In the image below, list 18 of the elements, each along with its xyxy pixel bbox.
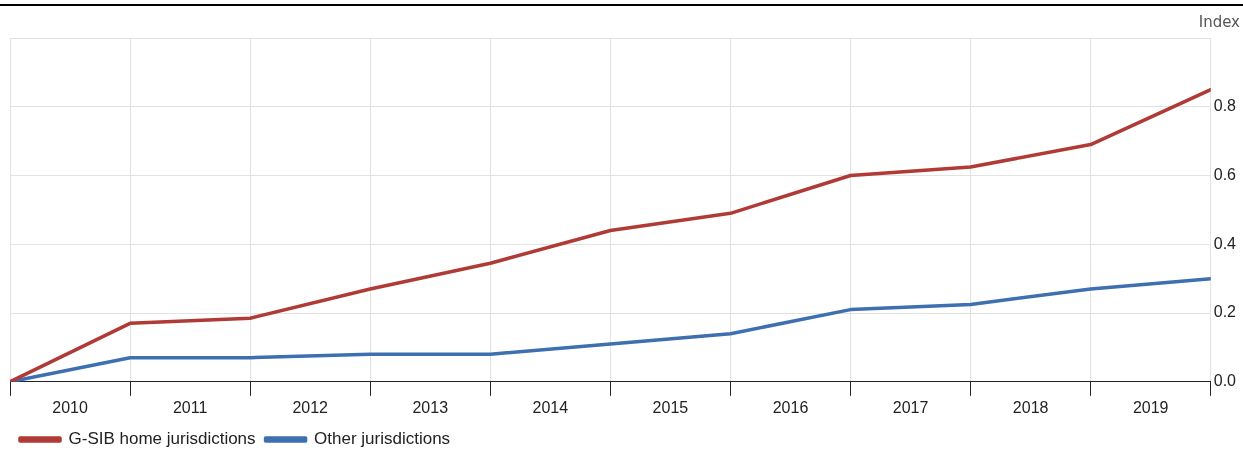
y-tick-label: 0.0 — [1213, 372, 1237, 390]
x-tick-label: 2019 — [1132, 398, 1169, 416]
x-tick-label: 2016 — [772, 398, 809, 416]
y-tick-label: 0.6 — [1213, 165, 1237, 183]
x-tick-label: 2017 — [892, 398, 929, 416]
x-tick-label: 2010 — [52, 398, 88, 416]
legend-label: Other jurisdictions — [314, 429, 451, 449]
y-tick-label: 0.2 — [1213, 303, 1237, 321]
x-tick-label: 2015 — [652, 398, 689, 416]
legend-label: G-SIB home jurisdictions — [68, 429, 256, 449]
x-tick-label: 2018 — [1012, 398, 1049, 416]
x-tick-label: 2014 — [532, 398, 569, 416]
x-tick-label: 2012 — [292, 398, 329, 416]
y-tick-label: 0.4 — [1213, 234, 1237, 252]
x-tick-label: 2013 — [412, 398, 449, 416]
y-tick-label: 0.8 — [1213, 97, 1237, 115]
x-tick-label: 2011 — [172, 398, 208, 416]
y-axis-title: Index — [1198, 13, 1241, 32]
